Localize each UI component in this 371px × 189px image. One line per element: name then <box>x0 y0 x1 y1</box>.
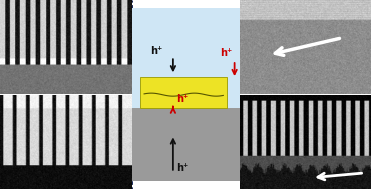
Bar <box>140 77 227 108</box>
Bar <box>132 8 240 181</box>
Text: h⁺: h⁺ <box>220 48 233 58</box>
Text: h⁺: h⁺ <box>150 46 162 56</box>
Text: h⁺: h⁺ <box>176 163 188 173</box>
Text: h⁺: h⁺ <box>176 94 188 104</box>
Bar <box>132 108 240 181</box>
